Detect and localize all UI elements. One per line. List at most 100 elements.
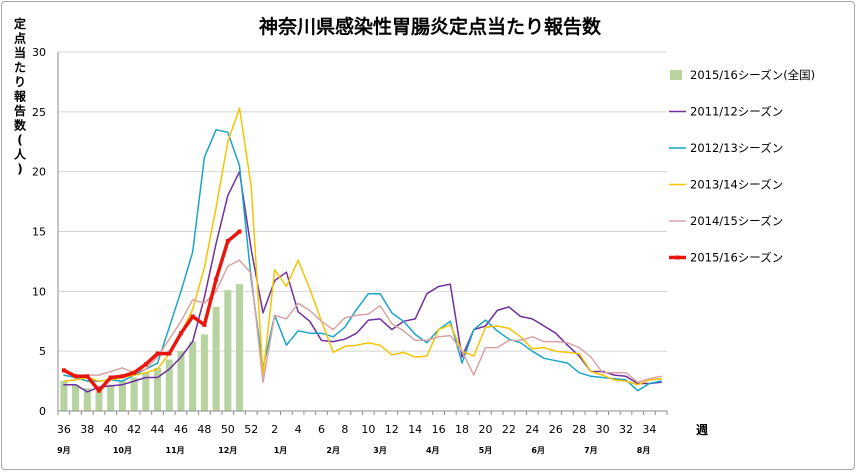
y-axis-label-char: 告 (14, 103, 26, 118)
month-label: 12月 (218, 446, 237, 455)
x-tick-label: 52 (244, 423, 258, 436)
x-tick-label: 42 (127, 423, 141, 436)
legend-label: 2014/15シーズン (690, 214, 783, 228)
x-tick-label: 16 (432, 423, 446, 436)
y-tick-label: 25 (32, 106, 46, 119)
bar (224, 290, 232, 411)
x-tick-label: 24 (525, 423, 539, 436)
x-tick-label: 22 (502, 423, 516, 436)
bar (236, 284, 244, 411)
legend-item: 2014/15シーズン (669, 214, 783, 228)
y-axis-label-char: 報 (14, 89, 27, 104)
bar (60, 381, 68, 411)
x-tick-label: 50 (221, 423, 235, 436)
legend-item: 2012/13シーズン (669, 141, 783, 155)
series-line (62, 229, 242, 393)
x-tick-label: 4 (295, 423, 302, 436)
y-axis-label-char: 人 (14, 147, 27, 162)
chart-title: 神奈川県感染性胃腸炎定点当たり報告数 (259, 15, 602, 38)
y-axis-label: 定点当たり報告数(人) (14, 16, 27, 176)
series-point (178, 331, 183, 336)
series-point (190, 314, 195, 319)
series-point (108, 375, 113, 380)
y-axis-label-char: 数 (14, 118, 27, 133)
legend-item: 2013/14シーズン (669, 178, 783, 192)
bar (72, 384, 80, 411)
bar (95, 389, 103, 411)
x-tick-label: 40 (104, 423, 118, 436)
month-label: 11月 (166, 446, 185, 455)
month-label: 4月 (426, 446, 440, 455)
series-point (85, 374, 90, 379)
series-point (214, 277, 219, 282)
month-label: 8月 (637, 446, 651, 455)
series-point (132, 370, 137, 375)
month-label: 6月 (531, 446, 545, 455)
series-point (96, 388, 101, 393)
y-axis-label-char: り (14, 75, 26, 89)
x-tick-label: 2 (271, 423, 278, 436)
bar (177, 351, 185, 411)
month-label: 3月 (373, 446, 387, 455)
legend-marker (675, 255, 680, 260)
x-tick-label: 26 (549, 423, 563, 436)
y-axis-label-char: 定 (14, 16, 26, 31)
bar (107, 384, 115, 411)
legend-label: 2015/16シーズン(全国) (690, 68, 815, 82)
y-axis-label-char: ) (17, 162, 22, 176)
x-tick-label: 36 (57, 423, 71, 436)
series-line (63, 170, 662, 393)
y-tick-label: 30 (32, 46, 46, 59)
legend-label: 2013/14シーズン (690, 178, 783, 192)
bar (83, 388, 91, 411)
x-axis-label: 週 (696, 422, 708, 437)
series-line (63, 107, 662, 386)
legend-label: 2012/13シーズン (690, 141, 783, 155)
x-tick-label: 30 (596, 423, 610, 436)
x-tick-label: 20 (478, 423, 492, 436)
y-tick-label: 0 (39, 405, 46, 418)
y-axis-label-char: た (14, 61, 26, 75)
legend-item: 2011/12シーズン (669, 105, 783, 119)
y-axis-label-char: ( (17, 133, 22, 147)
bar (142, 372, 150, 411)
y-tick-label: 10 (32, 285, 46, 298)
bar (118, 381, 126, 411)
x-tick-label: 46 (174, 423, 188, 436)
x-tick-label: 44 (151, 423, 165, 436)
y-tick-label: 5 (39, 345, 46, 358)
legend-label: 2011/12シーズン (690, 105, 783, 119)
x-tick-label: 28 (572, 423, 586, 436)
legend-item: 2015/16シーズン(全国) (670, 68, 815, 82)
series-point (143, 362, 148, 367)
month-label: 10月 (113, 446, 132, 455)
month-label: 7月 (584, 446, 598, 455)
legend-swatch (670, 70, 682, 80)
y-axis-label-char: 点 (14, 31, 26, 46)
series-point (225, 239, 230, 244)
y-axis-label-char: 当 (14, 45, 26, 60)
bar (212, 306, 220, 411)
x-tick-label: 34 (642, 423, 656, 436)
x-tick-label: 18 (455, 423, 469, 436)
x-tick-label: 12 (385, 423, 399, 436)
month-label: 2月 (326, 446, 340, 455)
series-point (120, 374, 125, 379)
x-tick-label: 48 (197, 423, 211, 436)
x-tick-label: 6 (318, 423, 325, 436)
series-point (155, 351, 160, 356)
x-tick-label: 38 (80, 423, 94, 436)
bar (200, 334, 208, 411)
series-point (61, 368, 66, 373)
series-point (202, 322, 207, 327)
y-tick-label: 15 (32, 226, 46, 239)
legend-item: 2015/16シーズン (669, 251, 783, 265)
series-point (237, 229, 242, 234)
legend-label: 2015/16シーズン (690, 251, 783, 265)
series-line (63, 129, 662, 392)
series-line (63, 259, 662, 384)
x-tick-label: 32 (619, 423, 633, 436)
x-tick-label: 10 (361, 423, 375, 436)
x-tick-label: 8 (341, 423, 348, 436)
